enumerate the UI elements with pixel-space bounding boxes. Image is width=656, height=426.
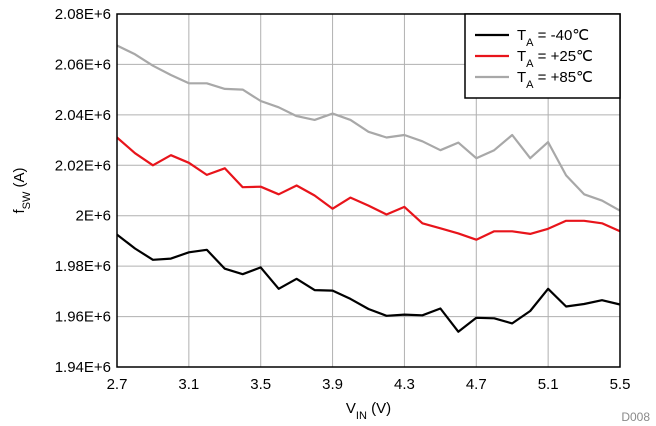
y-axis-title: fSW (A) bbox=[11, 167, 33, 213]
x-tick-label: 3.1 bbox=[178, 376, 199, 393]
y-tick-label: 2.02E+6 bbox=[55, 157, 111, 174]
x-tick-label: 2.7 bbox=[107, 376, 128, 393]
y-tick-label: 2.08E+6 bbox=[55, 6, 111, 23]
y-tick-label: 1.94E+6 bbox=[55, 359, 111, 376]
x-axis-tick-labels: 2.7 3.1 3.5 3.9 4.3 4.7 5.1 5.5 bbox=[107, 376, 631, 393]
x-tick-label: 4.7 bbox=[466, 376, 487, 393]
legend-label-2: TA = +25℃ bbox=[517, 48, 593, 70]
series-lines bbox=[116, 44, 621, 333]
series-line-1 bbox=[116, 233, 621, 333]
legend-label-3: TA = +85℃ bbox=[517, 69, 593, 91]
y-tick-label: 2.04E+6 bbox=[55, 107, 111, 124]
x-tick-label: 5.1 bbox=[538, 376, 559, 393]
x-tick-label: 4.3 bbox=[394, 376, 415, 393]
figure-code: D008 bbox=[621, 410, 650, 424]
x-tick-label: 3.5 bbox=[250, 376, 271, 393]
x-tick-label: 3.9 bbox=[322, 376, 343, 393]
y-tick-label: 2E+6 bbox=[76, 208, 111, 225]
series-line-3 bbox=[116, 44, 621, 212]
series-line-2 bbox=[116, 136, 621, 241]
y-tick-label: 1.98E+6 bbox=[55, 258, 111, 275]
x-tick-label: 5.5 bbox=[610, 376, 631, 393]
y-axis-tick-labels: 1.94E+6 1.96E+6 1.98E+6 2E+6 2.02E+6 2.04E+6 2… bbox=[55, 6, 111, 376]
y-tick-label: 1.96E+6 bbox=[55, 309, 111, 326]
legend-label-1: TA = -40℃ bbox=[517, 27, 589, 49]
legend: TA = -40℃TA = +25℃TA = +85℃ bbox=[464, 13, 621, 99]
plot-frame bbox=[116, 13, 621, 368]
x-axis-title: VIN (V) bbox=[346, 400, 391, 422]
y-tick-label: 2.06E+6 bbox=[55, 56, 111, 73]
